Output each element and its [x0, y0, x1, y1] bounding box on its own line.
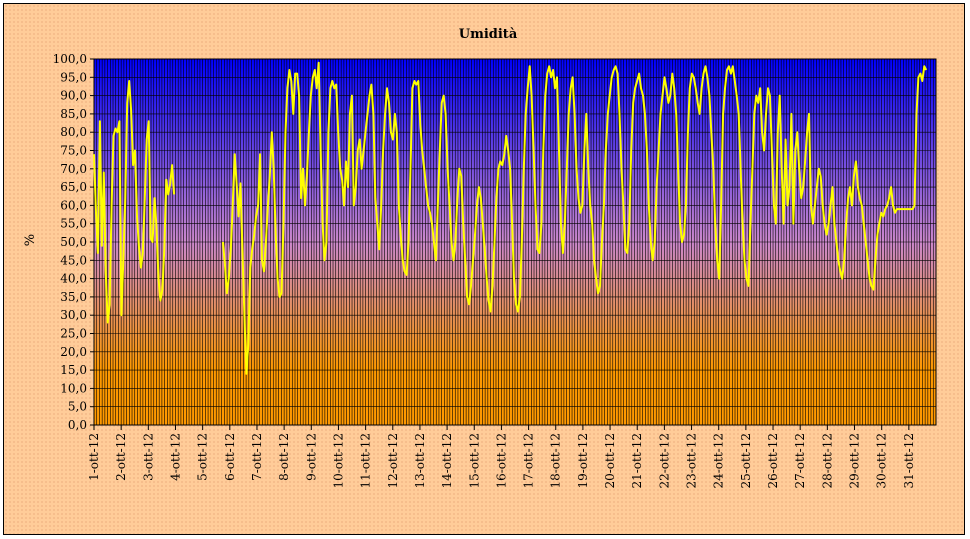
x-tick-label: 26-ott-12	[766, 433, 780, 489]
x-tick-label: 17-ott-12	[522, 433, 536, 489]
x-tick-label: 15-ott-12	[467, 433, 481, 489]
y-tick-label: 5,0	[68, 400, 87, 414]
y-tick-label: 35,0	[60, 290, 87, 304]
y-tick-labels: 0,0 5,0 10,0 15,0 20,0 25,0 30,0 35,0 40,0 45,0 50…	[53, 52, 87, 432]
x-tick-label: 22-ott-12	[657, 433, 671, 489]
x-tick-label: 4-ott-12	[168, 433, 182, 481]
y-tick-label: 20,0	[60, 345, 87, 359]
x-tick-label: 2-ott-12	[114, 433, 128, 481]
y-tick-label: 30,0	[60, 308, 87, 322]
x-tick-label: 12-ott-12	[386, 433, 400, 489]
x-tick-labels: 1-ott-12 2-ott-12 3-ott-12 4-ott-12 5-ott-12…	[87, 433, 916, 489]
chart-frame: Umidità % 0,0 5,0 10,0 15,0 20,0 25,0 30,0 35,0…	[3, 3, 965, 535]
x-tick-label: 13-ott-12	[413, 433, 427, 489]
y-tick-label: 60,0	[60, 198, 87, 212]
y-tick-label: 25,0	[60, 327, 87, 341]
x-tick-label: 8-ott-12	[277, 433, 291, 481]
x-tick-label: 5-ott-12	[196, 433, 210, 481]
y-tick-label: 75,0	[60, 144, 87, 158]
series-line-group	[93, 61, 928, 375]
y-tick-label: 85,0	[60, 107, 87, 121]
y-axis-label: %	[23, 234, 38, 246]
y-tick-label: 70,0	[60, 162, 87, 176]
x-tick-label: 29-ott-12	[848, 433, 862, 489]
x-tick-label: 18-ott-12	[549, 433, 563, 489]
humidity-line-segment	[221, 61, 928, 375]
y-tick-label: 50,0	[60, 235, 87, 249]
x-tick-label: 14-ott-12	[440, 433, 454, 489]
y-tick-label: 90,0	[60, 89, 87, 103]
x-tick-label: 3-ott-12	[141, 433, 155, 481]
x-tick-label: 10-ott-12	[331, 433, 345, 489]
y-tick-label: 0,0	[68, 418, 87, 432]
y-tick-label: 45,0	[60, 253, 87, 267]
x-tick-label: 27-ott-12	[793, 433, 807, 489]
x-tick-label: 28-ott-12	[820, 433, 834, 489]
x-tick-label: 6-ott-12	[223, 433, 237, 481]
x-tick-label: 25-ott-12	[739, 433, 753, 489]
y-tick-label: 65,0	[60, 180, 87, 194]
x-tick-label: 9-ott-12	[304, 433, 318, 481]
y-tick-label: 10,0	[60, 381, 87, 395]
y-tick-label: 100,0	[53, 52, 87, 66]
x-tick-label: 16-ott-12	[494, 433, 508, 489]
x-tick-label: 24-ott-12	[712, 433, 726, 489]
y-tick-label: 95,0	[60, 70, 87, 84]
x-tick-label: 11-ott-12	[359, 433, 373, 489]
chart-title: Umidità	[459, 27, 518, 42]
humidity-line-segment	[93, 80, 176, 324]
x-tick-label: 31-ott-12	[902, 433, 916, 489]
grid-lines	[90, 58, 937, 430]
y-tick-label: 15,0	[60, 363, 87, 377]
x-tick-label: 7-ott-12	[250, 433, 264, 481]
x-tick-label: 23-ott-12	[685, 433, 699, 489]
humidity-chart: Umidità % 0,0 5,0 10,0 15,0 20,0 25,0 30,0 35,0…	[23, 27, 937, 489]
y-tick-label: 80,0	[60, 125, 87, 139]
x-tick-label: 19-ott-12	[576, 433, 590, 489]
x-tick-label: 20-ott-12	[603, 433, 617, 489]
y-tick-label: 55,0	[60, 217, 87, 231]
x-tick-label: 1-ott-12	[87, 433, 101, 481]
x-tick-label: 21-ott-12	[630, 433, 644, 489]
x-tick-label: 30-ott-12	[875, 433, 889, 489]
y-tick-label: 40,0	[60, 272, 87, 286]
